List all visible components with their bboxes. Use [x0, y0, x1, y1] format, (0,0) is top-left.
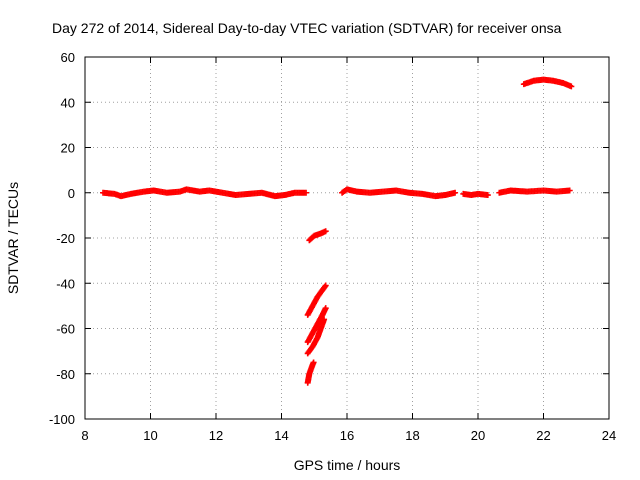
x-tick-label: 16: [340, 428, 354, 443]
data-point: [452, 189, 459, 196]
data-point: [484, 192, 491, 199]
y-tick-label: 60: [61, 50, 75, 65]
data-point: [322, 305, 329, 312]
grid-lines: [85, 57, 609, 419]
data-point: [322, 228, 329, 235]
data-points: [100, 76, 575, 386]
y-tick-label: -40: [56, 276, 75, 291]
data-point: [568, 83, 575, 90]
y-tick-label: -100: [49, 412, 75, 427]
data-point: [310, 359, 317, 366]
y-tick-label: 40: [61, 95, 75, 110]
y-tick-label: 20: [61, 141, 75, 156]
x-tick-label: 14: [274, 428, 288, 443]
x-tick-label: 18: [405, 428, 419, 443]
y-tick-label: -60: [56, 322, 75, 337]
x-tick-label: 10: [143, 428, 157, 443]
y-axis-label: SDTVAR / TECUs: [5, 182, 21, 294]
data-point: [303, 189, 310, 196]
x-tick-label: 24: [602, 428, 616, 443]
chart-title: Day 272 of 2014, Sidereal Day-to-day VTE…: [52, 20, 562, 36]
y-tick-label: 0: [68, 186, 75, 201]
x-tick-label: 20: [471, 428, 485, 443]
data-point: [321, 316, 328, 323]
x-axis-label: GPS time / hours: [294, 457, 401, 473]
data-point: [566, 187, 573, 194]
x-tick-label: 12: [209, 428, 223, 443]
y-tick-label: -20: [56, 231, 75, 246]
y-tick-label: -80: [56, 367, 75, 382]
data-point: [321, 283, 328, 290]
x-tick-label: 8: [81, 428, 88, 443]
axis-ticks: 8 10 12 14 16 18 20 22 24 -100 -80 -60 -40 -20 0 20 40 60: [49, 50, 616, 443]
x-tick-label: 22: [536, 428, 550, 443]
data-point: [322, 282, 329, 289]
